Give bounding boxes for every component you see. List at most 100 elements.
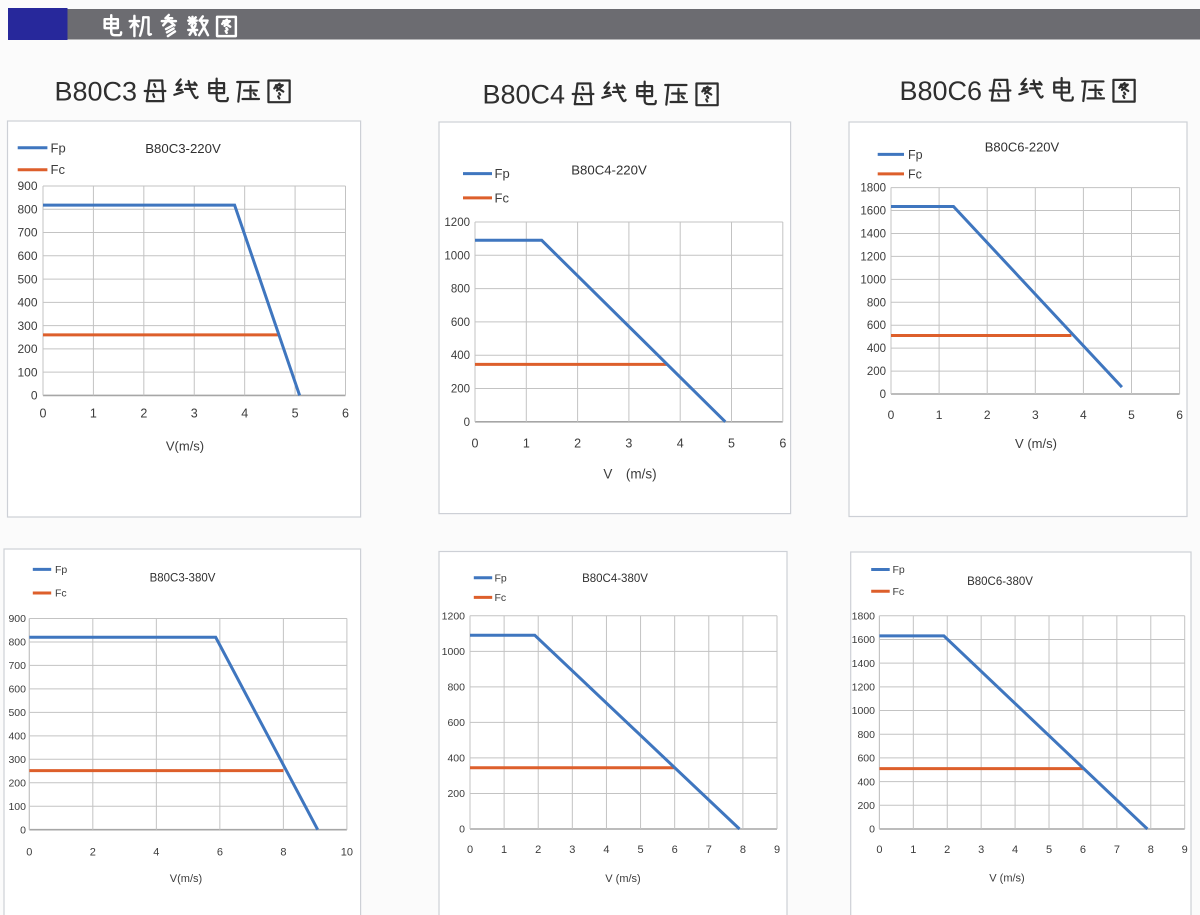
svg-text:6: 6 (672, 844, 678, 856)
svg-text:2: 2 (574, 436, 581, 450)
svg-text:400: 400 (447, 753, 465, 765)
svg-text:1: 1 (910, 844, 916, 856)
svg-text:600: 600 (447, 717, 465, 729)
svg-text:700: 700 (8, 660, 26, 672)
svg-text:B80C3-380V: B80C3-380V (150, 573, 216, 585)
svg-text:4: 4 (1080, 408, 1087, 422)
svg-text:0: 0 (472, 436, 479, 450)
svg-text:800: 800 (451, 284, 470, 296)
svg-text:200: 200 (447, 788, 465, 800)
svg-text:Fp: Fp (495, 166, 510, 181)
svg-text:4: 4 (677, 436, 684, 450)
svg-text:2: 2 (140, 406, 147, 420)
svg-text:V (m/s): V (m/s) (989, 873, 1024, 885)
svg-text:800: 800 (17, 203, 37, 217)
svg-text:5: 5 (292, 406, 299, 420)
svg-text:100: 100 (8, 801, 26, 813)
svg-text:9: 9 (1182, 844, 1188, 856)
svg-text:B80C4-220V: B80C4-220V (571, 163, 647, 178)
svg-text:0: 0 (876, 844, 882, 856)
svg-text:2: 2 (90, 846, 96, 858)
svg-text:200: 200 (857, 800, 875, 812)
svg-text:8: 8 (280, 846, 286, 858)
svg-text:2: 2 (535, 844, 541, 856)
svg-text:600: 600 (867, 320, 886, 332)
svg-text:7: 7 (706, 844, 712, 856)
svg-text:8: 8 (740, 844, 746, 856)
svg-text:1600: 1600 (852, 634, 876, 646)
svg-text:1800: 1800 (852, 611, 876, 623)
svg-text:4: 4 (153, 846, 159, 858)
svg-text:600: 600 (857, 753, 875, 765)
svg-text:0: 0 (467, 844, 473, 856)
svg-text:0: 0 (464, 417, 470, 429)
svg-text:5: 5 (638, 844, 644, 856)
svg-text:2: 2 (944, 844, 950, 856)
svg-text:6: 6 (342, 406, 349, 420)
svg-text:1200: 1200 (442, 611, 466, 623)
svg-text:3: 3 (569, 844, 575, 856)
svg-text:1400: 1400 (852, 658, 876, 670)
svg-text:0: 0 (40, 406, 47, 420)
svg-text:4: 4 (1012, 844, 1018, 856)
svg-text:500: 500 (8, 707, 26, 719)
svg-text:800: 800 (857, 729, 875, 741)
svg-text:1200: 1200 (444, 217, 470, 229)
svg-text:1200: 1200 (852, 682, 876, 694)
svg-text:3: 3 (1032, 408, 1039, 422)
svg-text:200: 200 (451, 384, 470, 396)
svg-text:1: 1 (523, 436, 530, 450)
svg-text:1200: 1200 (860, 251, 886, 263)
svg-text:200: 200 (17, 342, 37, 356)
svg-text:1000: 1000 (444, 250, 470, 262)
svg-text:Fc: Fc (495, 191, 510, 206)
svg-text:5: 5 (728, 436, 735, 450)
svg-text:5: 5 (1046, 844, 1052, 856)
svg-text:1: 1 (936, 408, 943, 422)
svg-text:900: 900 (8, 613, 26, 625)
svg-text:8: 8 (1148, 844, 1154, 856)
svg-text:2: 2 (984, 408, 991, 422)
svg-text:6: 6 (1080, 844, 1086, 856)
svg-text:0: 0 (869, 824, 875, 836)
svg-text:Fc: Fc (495, 592, 507, 604)
svg-text:V(m/s): V(m/s) (170, 873, 202, 885)
svg-text:0: 0 (31, 389, 38, 403)
svg-text:0: 0 (880, 389, 886, 401)
svg-text:600: 600 (8, 684, 26, 696)
svg-text:4: 4 (241, 406, 248, 420)
svg-text:5: 5 (1128, 408, 1135, 422)
svg-text:400: 400 (8, 731, 26, 743)
svg-text:200: 200 (8, 777, 26, 789)
svg-text:400: 400 (17, 296, 37, 310)
svg-text:B80C6-220V: B80C6-220V (985, 140, 1060, 155)
svg-text:4: 4 (603, 844, 609, 856)
svg-text:1000: 1000 (442, 646, 466, 658)
svg-text:700: 700 (17, 226, 37, 240)
svg-text:Fc: Fc (893, 586, 905, 598)
svg-text:800: 800 (867, 297, 886, 309)
svg-text:1800: 1800 (860, 183, 886, 195)
svg-text:V (m/s): V (m/s) (603, 467, 656, 482)
svg-text:0: 0 (888, 408, 895, 422)
svg-text:1000: 1000 (860, 274, 886, 286)
svg-text:500: 500 (17, 272, 37, 286)
svg-text:6: 6 (779, 436, 786, 450)
svg-text:600: 600 (451, 317, 470, 329)
svg-text:400: 400 (867, 343, 886, 355)
svg-text:0: 0 (26, 846, 32, 858)
svg-text:V (m/s): V (m/s) (605, 873, 640, 885)
svg-text:400: 400 (857, 776, 875, 788)
svg-text:Fp: Fp (893, 564, 905, 576)
svg-text:B80C3-220V: B80C3-220V (145, 141, 221, 156)
svg-text:9: 9 (774, 844, 780, 856)
svg-text:V(m/s): V(m/s) (166, 439, 204, 454)
svg-text:B80C6: B80C6 (900, 76, 983, 106)
svg-text:Fp: Fp (51, 140, 66, 155)
svg-text:3: 3 (625, 436, 632, 450)
svg-text:1: 1 (501, 844, 507, 856)
svg-text:Fc: Fc (51, 162, 66, 177)
svg-text:200: 200 (867, 366, 886, 378)
svg-text:800: 800 (447, 682, 465, 694)
svg-text:B80C3: B80C3 (55, 77, 138, 107)
